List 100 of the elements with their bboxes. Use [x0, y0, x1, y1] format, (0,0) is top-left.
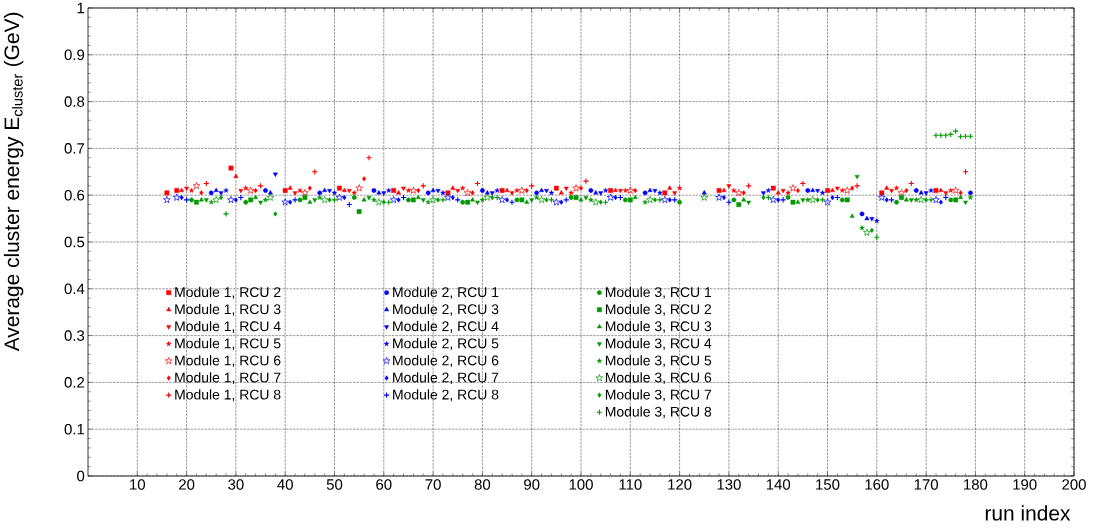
point	[302, 195, 308, 200]
point	[450, 185, 456, 190]
point	[504, 187, 510, 193]
point	[194, 199, 199, 205]
point	[917, 195, 925, 204]
point	[593, 190, 599, 195]
point	[588, 188, 594, 193]
point	[223, 187, 229, 193]
point	[288, 199, 293, 205]
legend-label: Module 2, RCU 8	[393, 389, 499, 402]
x-tick-label: 100	[569, 479, 593, 490]
point	[913, 197, 919, 203]
point	[455, 189, 461, 194]
point	[853, 182, 861, 189]
point	[483, 193, 492, 201]
point	[389, 195, 398, 204]
point	[884, 197, 889, 203]
point	[406, 197, 411, 203]
y-tick-label: 0.5	[64, 236, 85, 248]
point	[297, 197, 303, 203]
point	[253, 194, 259, 200]
point	[386, 187, 392, 193]
point	[716, 188, 722, 193]
point	[460, 185, 466, 191]
point	[618, 189, 623, 194]
point	[632, 194, 638, 200]
legend-label: Module 3, RCU 7	[605, 389, 712, 402]
x-tick-label: 200	[1062, 479, 1086, 490]
point	[834, 186, 840, 191]
point	[613, 187, 618, 193]
point	[375, 198, 383, 206]
legend-label: Module 2, RCU 3	[393, 303, 499, 316]
y-tick-label: 0.9	[64, 49, 85, 61]
point	[893, 185, 900, 191]
point	[519, 197, 525, 203]
point	[760, 191, 766, 196]
point	[573, 195, 579, 200]
point	[904, 187, 909, 194]
x-axis-title: run index	[985, 505, 1071, 521]
point	[322, 187, 328, 193]
point	[198, 197, 204, 202]
y-tick-label: 0.4	[64, 283, 85, 295]
y-axis-title: Average cluster energy E$_{cluster}$ (GeV)	[3, 12, 24, 352]
point	[938, 199, 943, 205]
point	[218, 191, 224, 196]
point	[578, 197, 584, 202]
point	[544, 197, 549, 203]
point	[677, 199, 682, 205]
point	[958, 190, 963, 196]
point	[287, 185, 293, 190]
point	[937, 132, 945, 139]
point	[932, 195, 940, 204]
point	[498, 195, 506, 204]
point	[208, 199, 214, 205]
point	[282, 188, 288, 193]
point	[440, 190, 446, 196]
point	[199, 190, 204, 196]
point	[789, 184, 797, 192]
point	[439, 196, 447, 204]
point	[572, 184, 580, 192]
legend-label: Module 2, RCU 5	[393, 338, 499, 350]
point	[823, 198, 832, 206]
x-tick-label: 110	[619, 479, 642, 490]
point	[579, 185, 583, 191]
point	[863, 228, 871, 236]
point	[800, 198, 806, 203]
point	[602, 187, 609, 193]
point	[676, 185, 683, 191]
point	[534, 190, 540, 196]
point	[188, 187, 195, 193]
point	[331, 196, 338, 204]
point	[327, 197, 332, 203]
legend-label: Module 1, RCU 7	[175, 372, 281, 385]
point	[667, 197, 672, 203]
point	[396, 197, 401, 203]
point	[505, 197, 510, 203]
point	[735, 188, 743, 197]
legend-label: Module 2, RCU 7	[393, 372, 499, 385]
point	[795, 187, 800, 194]
point	[479, 197, 486, 203]
point	[849, 213, 855, 218]
point	[337, 185, 342, 191]
point	[968, 190, 973, 196]
y-tick-label: 1	[77, 2, 85, 14]
point	[376, 190, 382, 195]
point	[765, 187, 772, 193]
point	[341, 187, 347, 193]
point	[355, 184, 363, 192]
x-tick-label: 80	[474, 479, 491, 490]
point	[174, 188, 180, 193]
point	[362, 176, 367, 182]
x-tick-label: 10	[130, 479, 146, 490]
point	[548, 196, 555, 204]
point	[943, 191, 949, 196]
point	[770, 185, 776, 191]
point	[859, 225, 865, 231]
x-tick-label: 140	[766, 479, 791, 490]
point	[815, 197, 820, 203]
point	[563, 186, 569, 191]
point	[401, 186, 406, 191]
